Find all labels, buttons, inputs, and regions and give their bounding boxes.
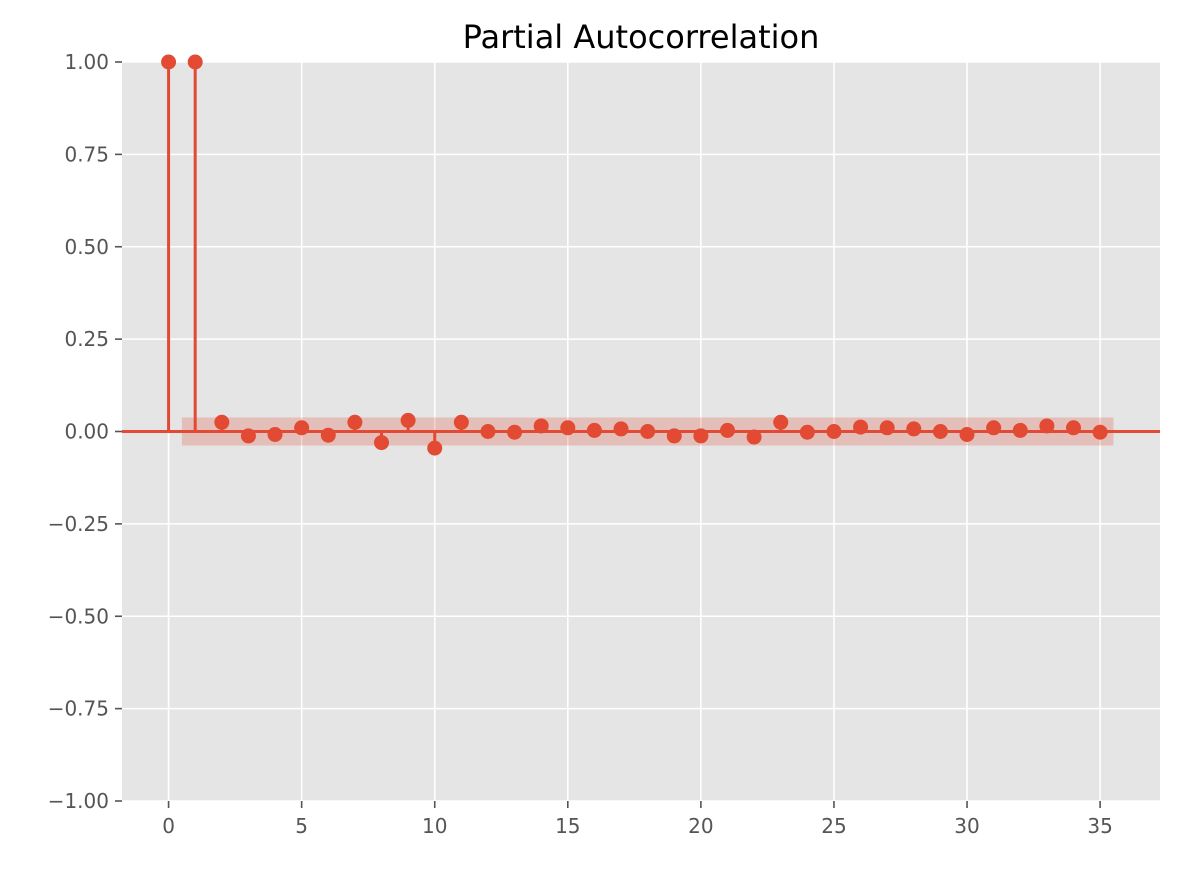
y-tick-label: −0.75	[48, 697, 109, 721]
data-point	[746, 429, 762, 445]
data-point	[666, 428, 682, 444]
data-point	[720, 422, 735, 438]
y-tick-label: −1.00	[48, 789, 109, 813]
data-point	[560, 420, 576, 436]
y-axis-ticks: −1.00 −0.75 −0.50 −0.25 0.00 0.25 0.50 0.75 1.00	[48, 50, 122, 813]
x-tick-label: 20	[688, 814, 713, 838]
data-point	[374, 435, 389, 451]
x-tick-label: 0	[162, 814, 175, 838]
data-point	[1092, 424, 1108, 440]
y-tick-label: 1.00	[64, 50, 109, 74]
marker-layer	[161, 54, 1108, 456]
data-point	[240, 428, 256, 444]
x-axis-ticks: 0 5 10 15 20 25 30 35	[162, 801, 1113, 838]
data-point	[427, 440, 443, 456]
data-point	[533, 418, 549, 434]
x-tick-label: 30	[954, 814, 979, 838]
data-point	[640, 424, 656, 439]
data-point	[453, 414, 469, 430]
data-point	[906, 421, 922, 437]
data-point	[347, 414, 363, 430]
data-point	[507, 424, 523, 440]
x-tick-label: 15	[555, 814, 580, 838]
y-tick-label: 0.75	[64, 142, 109, 166]
data-point	[613, 421, 629, 437]
x-tick-label: 5	[295, 814, 308, 838]
data-point	[773, 414, 789, 430]
data-point	[826, 424, 842, 439]
y-tick-label: 0.25	[64, 327, 109, 351]
data-point	[480, 424, 496, 439]
data-point	[214, 414, 230, 430]
x-tick-label: 10	[422, 814, 447, 838]
data-point	[799, 424, 815, 440]
data-point	[586, 422, 602, 438]
data-point	[1066, 420, 1081, 436]
data-point	[932, 424, 948, 439]
data-point	[959, 426, 975, 442]
data-point	[879, 420, 895, 436]
data-point	[1039, 418, 1055, 434]
data-point	[693, 428, 709, 444]
data-point	[267, 426, 283, 442]
y-tick-label: −0.25	[48, 512, 109, 536]
data-point	[161, 54, 177, 70]
x-tick-label: 35	[1087, 814, 1112, 838]
y-tick-label: 0.00	[64, 420, 109, 444]
data-point	[320, 427, 336, 443]
chart-title: Partial Autocorrelation	[463, 18, 820, 56]
data-point	[853, 419, 869, 435]
x-tick-label: 25	[821, 814, 846, 838]
y-tick-label: −0.50	[48, 604, 109, 628]
data-point	[986, 420, 1002, 436]
data-point	[294, 420, 310, 436]
data-point	[1012, 422, 1028, 438]
grid-lines	[122, 61, 1160, 802]
y-tick-label: 0.50	[64, 235, 109, 259]
data-point	[187, 54, 203, 70]
data-point	[400, 412, 416, 428]
